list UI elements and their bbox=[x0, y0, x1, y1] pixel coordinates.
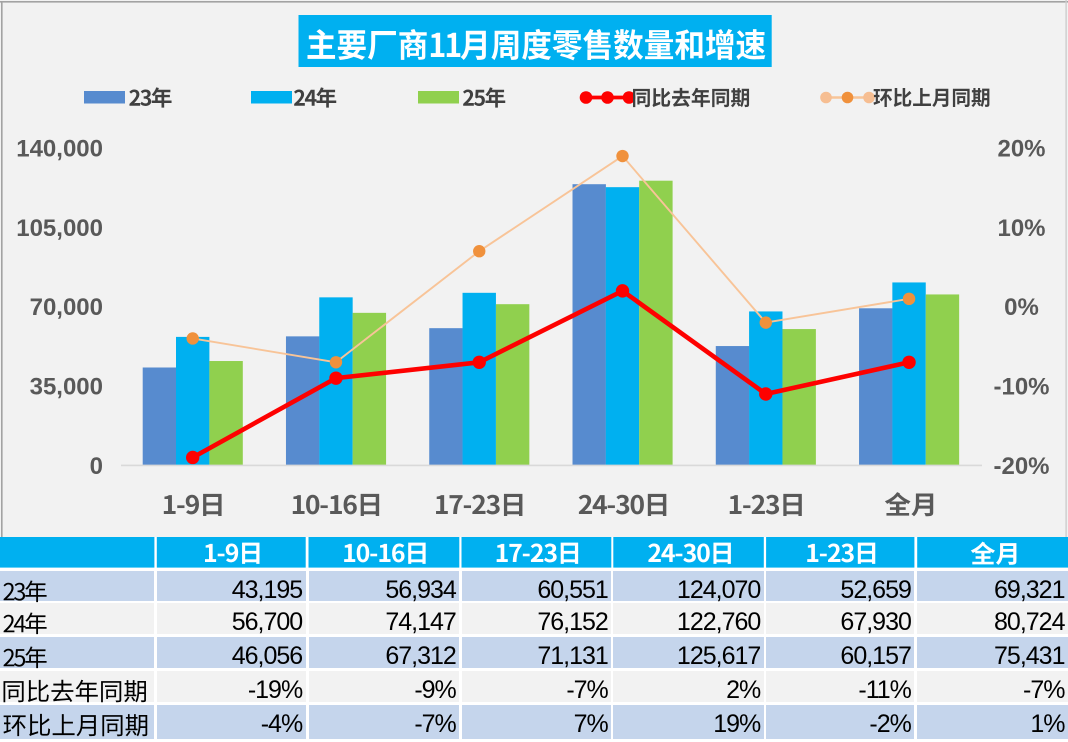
svg-text:140,000: 140,000 bbox=[16, 136, 103, 163]
svg-text:0: 0 bbox=[90, 453, 103, 480]
svg-text:-10%: -10% bbox=[993, 374, 1049, 401]
svg-text:105,000: 105,000 bbox=[16, 215, 103, 242]
svg-text:-20%: -20% bbox=[993, 453, 1049, 480]
svg-text:35,000: 35,000 bbox=[30, 374, 103, 401]
svg-text:70,000: 70,000 bbox=[30, 294, 103, 321]
svg-text:20%: 20% bbox=[997, 136, 1045, 163]
svg-text:10%: 10% bbox=[997, 215, 1045, 242]
svg-text:0%: 0% bbox=[1004, 294, 1039, 321]
